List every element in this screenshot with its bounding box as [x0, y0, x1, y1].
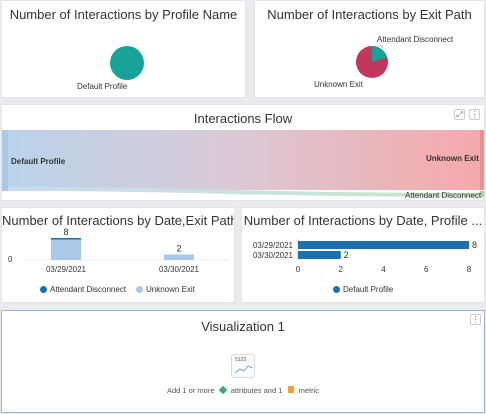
legend-swatch: [136, 286, 143, 293]
chart-thumbnail-icon: 5123: [231, 354, 255, 378]
pie-label-default-profile: Default Profile: [77, 82, 128, 91]
data-label: 8: [63, 227, 68, 237]
pie-slice-default-profile: [110, 46, 144, 80]
flow-node-unknown-exit: [480, 130, 484, 190]
panel-interactions-by-exit-path: Number of Interactions by Exit Path Atte…: [254, 0, 485, 98]
hint-metric: metric: [298, 386, 320, 395]
thumbnail-label: 5123: [235, 357, 247, 363]
legend-label: Attendant Disconnect: [50, 285, 127, 294]
x-tick-label: 03/30/2021: [159, 265, 200, 274]
x-tick-label: 2: [339, 265, 344, 274]
panel-interactions-by-profile: Number of Interactions by Profile Name D…: [1, 0, 246, 98]
pie-label-attendant-disconnect: Attendant Disconnect: [377, 35, 454, 44]
panel-title: Number of Interactions by Date,Exit Path: [2, 213, 235, 228]
x-tick-label: 6: [424, 265, 429, 274]
pie-label-unknown-exit: Unknown Exit: [314, 80, 363, 89]
panel-title: Number of Interactions by Profile Name: [9, 7, 238, 22]
panel-interactions-by-date-exit-path: Number of Interactions by Date,Exit Path…: [1, 207, 235, 303]
legend-default-profile[interactable]: Default Profile: [333, 285, 393, 294]
visualization-hint: Add 1 or more attributes and 1 metric: [2, 385, 484, 395]
x-tick-label: 03/29/2021: [46, 265, 87, 274]
x-tick-label: 0: [296, 265, 301, 274]
flow-node-attendant-disconnect: [480, 191, 484, 197]
exit-path-pie-chart[interactable]: [255, 1, 485, 98]
legend-swatch: [333, 286, 340, 293]
bar-03/30/2021[interactable]: [164, 254, 194, 261]
y-tick-label: 03/30/2021: [253, 251, 294, 260]
x-tick-label: 8: [467, 265, 472, 274]
flow-label-attendant-disconnect: Attendant Disconnect: [405, 191, 482, 200]
y-tick-label: 03/29/2021: [253, 241, 294, 250]
panel-interactions-flow: Interactions Flow ⤢ ⋮ Default Profile Un…: [1, 104, 485, 201]
data-label: 2: [176, 244, 181, 254]
expand-icon[interactable]: ⤢: [454, 109, 465, 120]
panel-visualization-1[interactable]: Visualization 1 ⋮ 5123 Add 1 or more att…: [1, 310, 485, 413]
profile-pie-chart[interactable]: [2, 1, 246, 98]
data-label: 8: [472, 240, 477, 250]
panel-interactions-by-date-profile: Number of Interactions by Date, Profile …: [241, 207, 485, 303]
legend-swatch: [40, 286, 47, 293]
panel-title: Number of Interactions by Exit Path: [267, 7, 472, 22]
bar-03/29/2021[interactable]: [51, 238, 81, 260]
flow-band-unknown-exit: [8, 130, 480, 190]
panel-title: Number of Interactions by Date, Profile …: [243, 213, 483, 228]
metric-icon: [287, 386, 294, 393]
pie-slice-attendant-disconnect: [372, 46, 388, 62]
sankey-flow[interactable]: [2, 105, 485, 201]
flow-label-default-profile: Default Profile: [11, 157, 66, 166]
bar-top-segment: [51, 238, 81, 240]
legend-label: Default Profile: [343, 285, 394, 294]
legend-unknown-exit[interactable]: Unknown Exit: [136, 285, 195, 294]
bar-03/29/2021[interactable]: [298, 241, 469, 249]
flow-label-unknown-exit: Unknown Exit: [426, 154, 479, 163]
more-icon[interactable]: ⋮: [469, 109, 480, 120]
legend-attendant-disconnect[interactable]: Attendant Disconnect: [40, 285, 126, 294]
legend-label: Unknown Exit: [146, 285, 195, 294]
bar-03/30/2021[interactable]: [298, 251, 341, 259]
panel-title: Visualization 1: [201, 319, 285, 334]
hint-prefix: Add 1 or more: [166, 386, 215, 395]
y-tick-0: 0: [8, 255, 13, 264]
more-icon[interactable]: ⋮: [470, 314, 481, 325]
date-exit-path-bar-chart[interactable]: 8 03/29/2021 2 03/30/2021: [2, 208, 235, 303]
panel-title: Interactions Flow: [193, 111, 293, 126]
data-label: 2: [344, 250, 349, 260]
hint-attributes: attributes and 1: [230, 386, 283, 395]
flow-node-default-profile: [2, 130, 8, 191]
attribute-icon: [218, 385, 227, 395]
flow-band-attendant-disconnect: [8, 187, 480, 197]
x-tick-label: 4: [381, 265, 386, 274]
